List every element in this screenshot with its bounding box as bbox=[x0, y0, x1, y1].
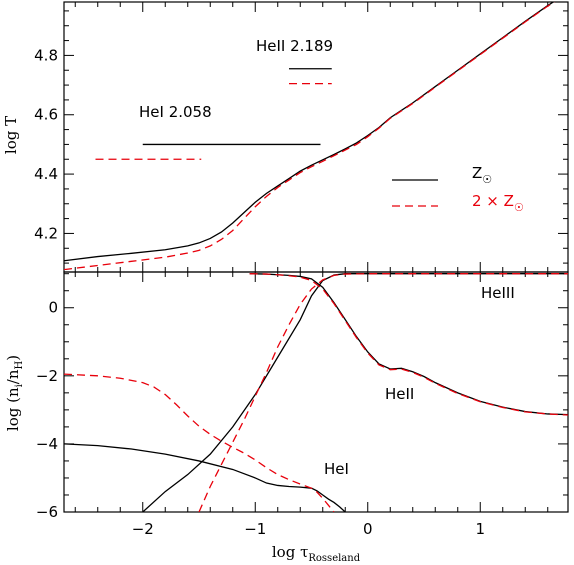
bottom-y-tick-label: −6 bbox=[36, 503, 58, 521]
bottom-series-hei-z bbox=[64, 443, 346, 512]
x-tick-label: 1 bbox=[475, 520, 485, 538]
bottom-y-axis-title: log (ni/nH) bbox=[4, 355, 25, 431]
top-panel: 4.24.44.64.8 log T HeII 2.189 HeI 2.058 … bbox=[2, 1, 569, 273]
bottom-y-tick-label: −4 bbox=[36, 435, 58, 453]
legend: Z☉ 2 × Z☉ bbox=[392, 164, 524, 214]
top-y-tick-label: 4.2 bbox=[34, 224, 58, 242]
annotation-heii-2189: HeII 2.189 bbox=[256, 37, 333, 55]
annotation-heii: HeII bbox=[385, 385, 414, 403]
sun-symbol-icon: ☉ bbox=[514, 201, 524, 214]
top-panel-ticks: 4.2 4.4 4.6 4.8 bbox=[34, 2, 568, 272]
bottom-y-tick-label: 0 bbox=[48, 299, 58, 317]
top-y-tick-label: 4.4 bbox=[34, 165, 58, 183]
top-panel-plot-area bbox=[64, 2, 556, 270]
top-y-tick-label: 4.8 bbox=[34, 46, 58, 64]
sun-symbol-icon: ☉ bbox=[482, 173, 492, 186]
top-series-2-x-z bbox=[64, 2, 556, 270]
top-y-tick-label: 4.6 bbox=[34, 106, 58, 124]
bottom-panel-frame bbox=[63, 271, 569, 513]
bottom-series-heiii-2z bbox=[198, 273, 568, 512]
x-tick-label: −1 bbox=[244, 520, 266, 538]
x-tick-label: 0 bbox=[363, 520, 373, 538]
x-axis-title: log τRosseland bbox=[272, 543, 361, 564]
bottom-panel-plot-area bbox=[64, 273, 568, 512]
bottom-series-heii-2z bbox=[249, 273, 568, 416]
annotation-hei-2058: HeI 2.058 bbox=[139, 103, 212, 121]
bottom-panel-ticks: −6 −4 −2 0 −2 −1 0 1 bbox=[36, 272, 568, 538]
annotation-heiii: HeIII bbox=[481, 284, 515, 302]
annotation-hei: HeI bbox=[324, 460, 349, 478]
bottom-series-hei-2z bbox=[64, 373, 335, 512]
legend-label-2z: 2 × Z☉ bbox=[472, 192, 524, 214]
top-y-axis-title: log T bbox=[2, 116, 20, 154]
legend-label-z: Z☉ bbox=[472, 164, 492, 186]
bottom-y-tick-label: −2 bbox=[36, 367, 58, 385]
x-tick-label: −2 bbox=[132, 520, 154, 538]
bottom-series-heiii-z bbox=[142, 273, 568, 512]
bottom-panel: −6 −4 −2 0 −2 −1 0 1 log (ni/nH) HeIII HeII HeI… bbox=[4, 271, 569, 564]
